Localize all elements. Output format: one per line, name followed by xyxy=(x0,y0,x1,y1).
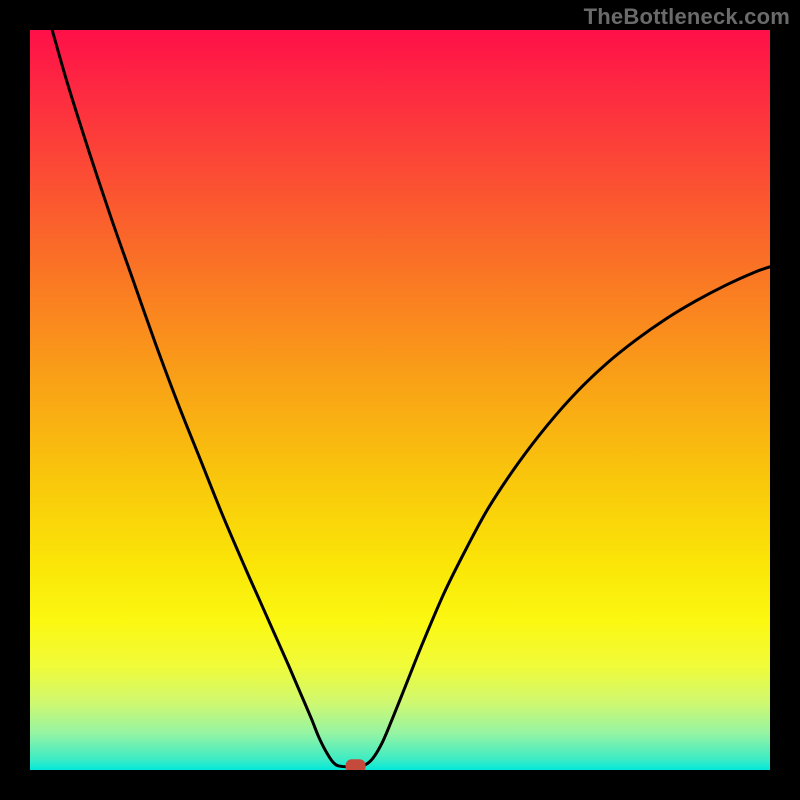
bottleneck-chart xyxy=(0,0,800,800)
watermark-text: TheBottleneck.com xyxy=(584,4,790,30)
chart-frame: TheBottleneck.com xyxy=(0,0,800,800)
plot-background xyxy=(30,30,770,770)
